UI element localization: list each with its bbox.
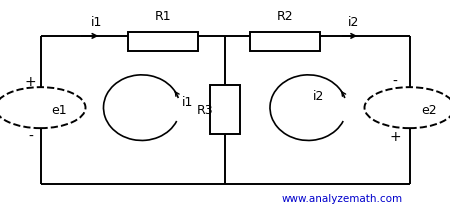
Text: R3: R3 bbox=[197, 104, 213, 117]
Text: e2: e2 bbox=[421, 104, 436, 117]
Text: -: - bbox=[393, 75, 397, 89]
Text: i1: i1 bbox=[182, 95, 194, 109]
Text: i1: i1 bbox=[91, 16, 103, 29]
Bar bbox=[128, 33, 198, 52]
Text: R2: R2 bbox=[277, 10, 293, 23]
Text: e1: e1 bbox=[52, 104, 68, 117]
Bar bbox=[250, 33, 320, 52]
Text: i2: i2 bbox=[347, 16, 359, 29]
Text: -: - bbox=[28, 130, 33, 144]
Text: +: + bbox=[389, 130, 401, 144]
Text: i2: i2 bbox=[313, 89, 324, 102]
Text: R1: R1 bbox=[155, 10, 171, 23]
Text: www.analyzemath.com: www.analyzemath.com bbox=[281, 193, 403, 203]
Text: +: + bbox=[25, 75, 36, 89]
Bar bbox=[211, 86, 239, 135]
